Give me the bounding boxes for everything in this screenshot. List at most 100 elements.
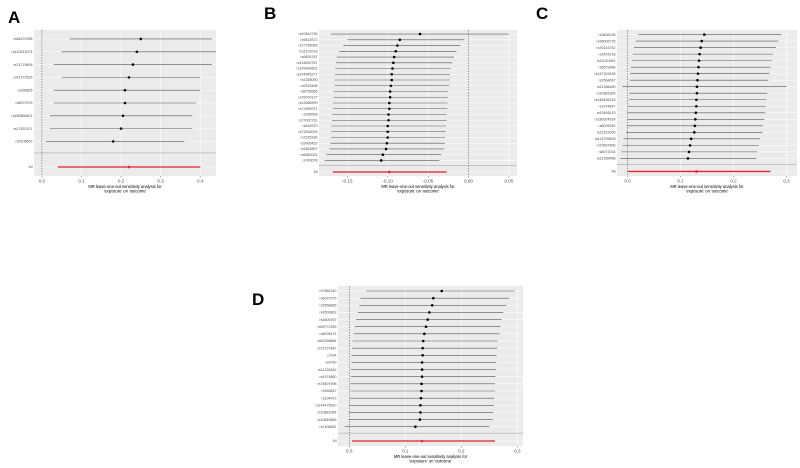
snp-label: rs10655115	[597, 111, 616, 115]
snp-label: rs149993602	[297, 67, 318, 71]
snp-label: rs10842795	[299, 32, 318, 36]
x-tick-label: -0.10	[382, 179, 393, 184]
plot-background	[338, 286, 523, 446]
estimate-point	[127, 76, 131, 79]
estimate-point	[394, 49, 398, 53]
snp-label: rs6682001	[301, 153, 318, 157]
panel-letter-d: D	[252, 290, 265, 309]
snp-label: rs1974860	[320, 375, 337, 379]
overall-point	[420, 439, 424, 443]
overall-label: All	[29, 165, 33, 169]
estimate-point	[390, 72, 394, 76]
estimate-point	[420, 389, 423, 393]
estimate-point	[430, 303, 434, 307]
x-tick-label: 0.05	[504, 179, 513, 184]
panel-c: rs3808136 rs34006778 rs76143752 rs1404218 rs…	[595, 30, 797, 194]
snp-label: rs1863897	[301, 147, 318, 151]
snp-label: rs147203436	[595, 72, 616, 76]
x-tick-label: 0.00	[464, 179, 473, 184]
estimate-point	[386, 124, 389, 128]
estimate-point	[420, 368, 424, 371]
snp-label: rs8750665	[301, 90, 318, 94]
estimate-point	[440, 289, 444, 293]
snp-label: rs180856401	[12, 114, 33, 118]
estimate-point	[387, 113, 390, 116]
snp-label: rs12566999	[299, 101, 318, 105]
snp-label: rs144945277	[297, 72, 318, 76]
estimate-point	[420, 361, 424, 364]
snp-label: rs11266486	[597, 157, 616, 161]
snp-label: rs1925180	[301, 136, 318, 140]
estimate-point	[392, 61, 395, 65]
x-axis-label: MR leave-one-out sensitivity analysis fo…	[381, 184, 455, 194]
snp-label: rs764	[328, 353, 337, 357]
estimate-point	[135, 50, 139, 54]
x-tick-label: -0.05	[423, 179, 434, 184]
estimate-point	[695, 85, 699, 89]
snp-label: rs9826767	[301, 55, 318, 59]
estimate-point	[396, 44, 399, 47]
estimate-point	[432, 296, 435, 300]
snp-label: rs9315496	[301, 84, 318, 88]
estimate-point	[421, 353, 424, 357]
overall-point	[695, 170, 698, 173]
estimate-point	[389, 84, 393, 88]
estimate-point	[123, 88, 127, 92]
panel-d: rs7564240 rs6037975 rs2568886 rs4503863 rs48…	[316, 286, 523, 464]
estimate-point	[390, 78, 394, 82]
estimate-point	[695, 104, 698, 108]
panel-a: rs56137558 rs143513074 rs74719606 rs4127262…	[12, 30, 216, 194]
estimate-point	[686, 157, 690, 160]
snp-label: rs4760	[326, 361, 337, 365]
x-tick-label: 0.3	[157, 179, 164, 184]
estimate-point	[388, 90, 392, 93]
estimate-point	[384, 147, 388, 151]
snp-label: rs59772289	[318, 325, 337, 329]
snp-label: rs74719606	[14, 63, 33, 67]
estimate-point	[698, 52, 701, 56]
estimate-point	[123, 101, 127, 105]
snp-label: rs296805	[18, 88, 33, 92]
snp-label: rs17832107	[14, 127, 33, 131]
estimate-point	[696, 78, 699, 82]
estimate-point	[392, 55, 396, 59]
snp-label: rs76143752	[597, 46, 616, 50]
estimate-point	[386, 136, 389, 139]
snp-label: rs1974647	[599, 104, 616, 108]
estimate-point	[695, 91, 699, 95]
snp-label: rs72965971	[299, 107, 318, 111]
snp-label: rs11366480	[597, 85, 616, 89]
snp-label: rs9108602	[16, 140, 33, 144]
x-tick-label: 0.1	[402, 449, 409, 454]
snp-label: rs77002761	[299, 118, 318, 122]
snp-label: rs2568886	[320, 303, 337, 307]
snp-label: rs11109218	[299, 49, 317, 53]
estimate-point	[119, 127, 123, 130]
snp-label: rs4503863	[320, 311, 337, 315]
x-axis-label: MR leave-one-out sensitivity analysis fo…	[88, 184, 162, 194]
x-tick-label: 0.2	[118, 179, 125, 184]
snp-label: rs41272625	[14, 76, 33, 80]
estimate-point	[111, 140, 115, 143]
x-tick-label: 0.0	[39, 179, 46, 184]
overall-point	[388, 170, 391, 174]
estimate-point	[419, 403, 422, 407]
overall-label: All	[314, 170, 318, 174]
estimate-point	[419, 396, 423, 400]
snp-label: rs56137558	[14, 37, 33, 41]
snp-label: rs72727847	[318, 346, 337, 350]
snp-label: rs62266864	[318, 339, 337, 343]
snp-label: rs17755069	[299, 44, 318, 48]
estimate-point	[694, 117, 697, 121]
snp-label: rs6573486	[599, 65, 616, 69]
snp-label: rs8072034	[599, 150, 616, 154]
estimate-point	[687, 150, 691, 154]
x-tick-label: -0.15	[342, 179, 353, 184]
estimate-point	[694, 111, 698, 115]
estimate-point	[420, 375, 424, 379]
snp-label: rs10883354	[318, 411, 337, 415]
estimate-point	[131, 63, 135, 66]
x-tick-label: 0.3	[514, 449, 521, 454]
